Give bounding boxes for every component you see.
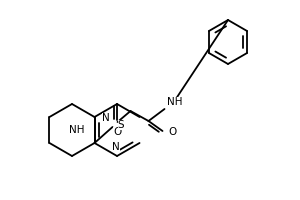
Text: NH: NH	[69, 125, 85, 135]
Text: S: S	[118, 120, 124, 130]
Text: N: N	[101, 113, 109, 123]
Text: N: N	[112, 142, 120, 152]
Text: O: O	[113, 127, 121, 137]
Text: O: O	[169, 127, 177, 137]
Text: NH: NH	[167, 97, 182, 107]
